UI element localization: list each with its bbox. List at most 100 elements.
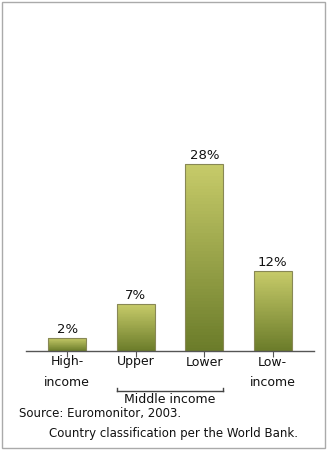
Bar [185,195,223,198]
Bar [185,267,223,270]
Bar [117,349,155,350]
Bar [185,236,223,239]
Bar [185,183,223,186]
Bar [254,282,292,283]
Bar [185,226,223,230]
Bar [254,326,292,327]
Bar [117,337,155,338]
Text: Middle income: Middle income [124,393,216,406]
Bar [117,330,155,331]
Bar [185,217,223,220]
Bar [254,315,292,316]
Bar [185,164,223,167]
Bar [185,192,223,195]
Bar [254,303,292,304]
Bar [117,311,155,312]
Bar [254,346,292,347]
Bar [185,257,223,261]
Bar [117,317,155,318]
Text: 7%: 7% [125,289,146,302]
Bar [117,320,155,321]
Bar [117,342,155,343]
Bar [254,347,292,348]
Bar [117,319,155,320]
Bar [254,300,292,302]
Bar [254,306,292,307]
Bar [254,310,292,311]
Bar [254,333,292,335]
Bar [254,287,292,288]
Bar [117,307,155,308]
Bar [254,316,292,318]
Text: Country classification per the World Bank.: Country classification per the World Ban… [19,428,298,441]
Bar [185,295,223,298]
Bar [254,297,292,299]
Bar [117,343,155,344]
Bar [117,310,155,311]
Bar [254,343,292,344]
Bar [185,245,223,248]
Bar [254,331,292,332]
Bar [185,335,223,338]
Bar [185,317,223,320]
Bar [254,342,292,343]
Bar [254,291,292,292]
Bar [254,328,292,329]
Bar [185,288,223,292]
Bar [254,339,292,340]
Text: Low-: Low- [258,356,287,369]
Bar [185,214,223,217]
Bar [185,186,223,189]
Text: 12%: 12% [258,256,288,269]
Bar [185,176,223,180]
Bar [185,223,223,226]
Bar [185,261,223,264]
Bar [185,276,223,279]
Bar [254,295,292,296]
Bar [185,323,223,326]
Bar [254,289,292,291]
Bar [185,273,223,276]
Bar [117,313,155,314]
Bar [254,280,292,282]
Bar [117,347,155,348]
Bar [185,207,223,211]
Bar [117,309,155,310]
Bar [117,321,155,322]
Bar [117,334,155,335]
Bar [185,270,223,273]
Text: 2%: 2% [57,323,78,336]
Bar [254,279,292,280]
Bar [117,306,155,307]
Bar [254,338,292,339]
Bar [254,324,292,326]
Bar [117,304,155,351]
Bar [185,180,223,183]
Bar [117,346,155,347]
Bar [185,254,223,257]
Bar [117,328,155,329]
Bar [185,239,223,242]
Bar [254,307,292,308]
Text: income: income [250,376,296,389]
Bar [254,283,292,284]
Bar [185,329,223,332]
Bar [117,345,155,346]
Bar [117,304,155,305]
Bar [185,233,223,236]
Bar [185,189,223,192]
Bar [185,292,223,295]
Bar [254,320,292,322]
Bar [254,271,292,272]
Bar [185,307,223,310]
Text: High-: High- [51,356,84,369]
Bar [185,170,223,173]
Bar [117,350,155,351]
Bar [117,324,155,325]
Bar [185,248,223,251]
Bar [254,314,292,315]
Bar [185,298,223,301]
Text: Source: Euromonitor, 2003.: Source: Euromonitor, 2003. [19,407,181,420]
Bar [117,332,155,333]
Bar [185,283,223,286]
